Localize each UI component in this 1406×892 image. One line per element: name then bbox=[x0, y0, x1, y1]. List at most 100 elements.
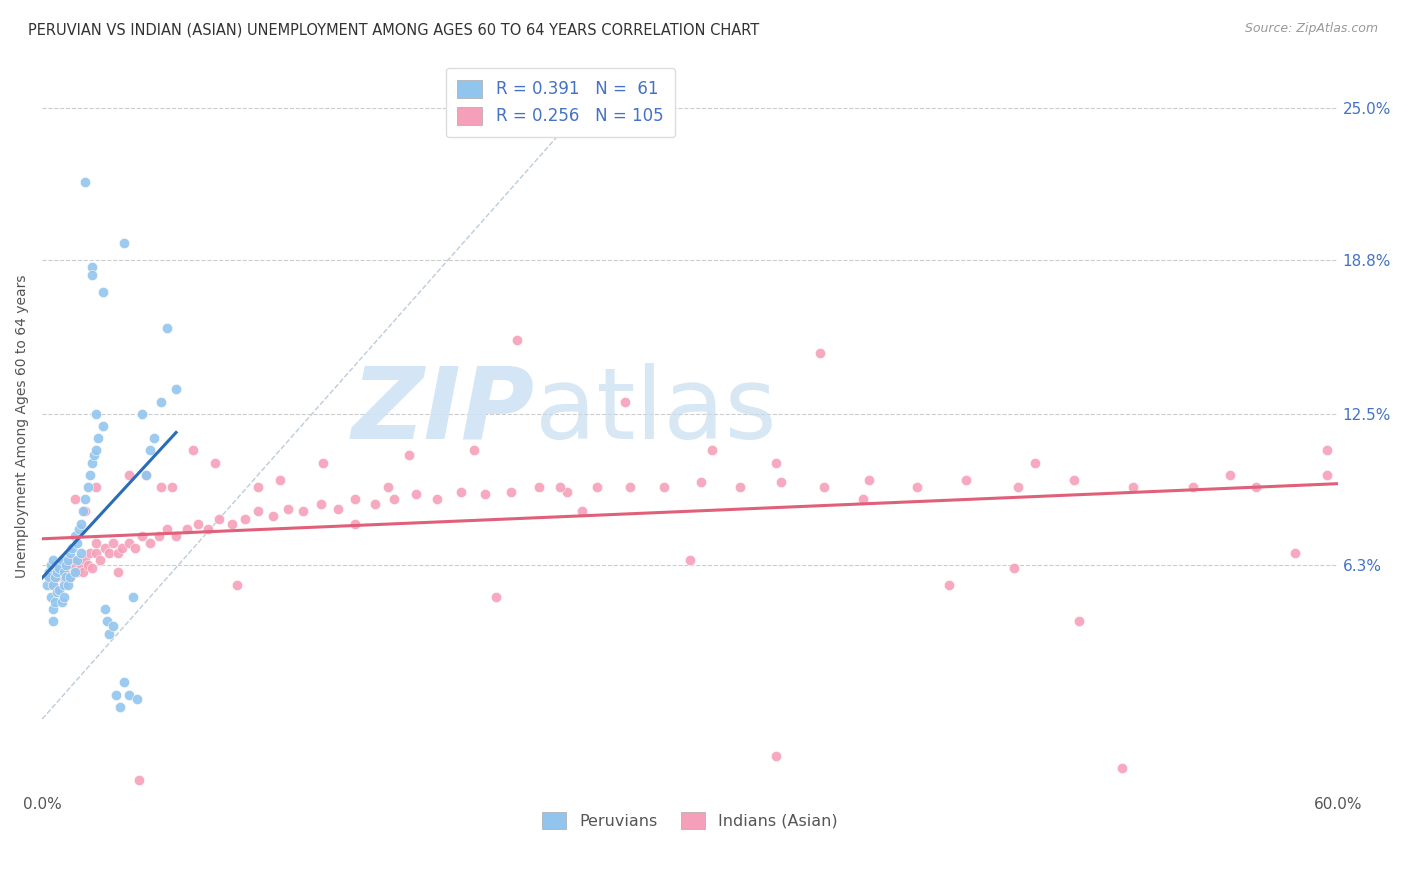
Point bbox=[70, 546, 93, 560]
Point bbox=[70, 516, 93, 531]
Point bbox=[176, 522, 198, 536]
Point bbox=[117, 688, 139, 702]
Point bbox=[312, 456, 335, 470]
Point bbox=[1284, 546, 1306, 560]
Point bbox=[44, 560, 66, 574]
Point bbox=[586, 480, 609, 494]
Point bbox=[94, 541, 117, 555]
Point bbox=[117, 536, 139, 550]
Point bbox=[858, 473, 880, 487]
Point bbox=[426, 492, 449, 507]
Point bbox=[46, 566, 69, 580]
Point bbox=[59, 546, 82, 560]
Point bbox=[35, 578, 58, 592]
Point bbox=[149, 480, 172, 494]
Point bbox=[55, 566, 77, 580]
Point bbox=[652, 480, 675, 494]
Point bbox=[42, 578, 65, 592]
Point bbox=[52, 578, 75, 592]
Point bbox=[62, 553, 84, 567]
Point bbox=[42, 602, 65, 616]
Point bbox=[52, 570, 75, 584]
Point bbox=[614, 394, 637, 409]
Point bbox=[80, 456, 103, 470]
Point bbox=[51, 553, 73, 567]
Point bbox=[51, 558, 73, 573]
Point bbox=[75, 175, 97, 189]
Point bbox=[84, 443, 107, 458]
Point bbox=[344, 492, 367, 507]
Point bbox=[463, 443, 485, 458]
Point bbox=[108, 699, 131, 714]
Point bbox=[80, 260, 103, 275]
Point bbox=[91, 419, 114, 434]
Point bbox=[42, 553, 65, 567]
Point bbox=[221, 516, 243, 531]
Point bbox=[84, 546, 107, 560]
Point bbox=[765, 748, 787, 763]
Point bbox=[39, 558, 62, 573]
Point bbox=[66, 553, 89, 567]
Point bbox=[208, 512, 231, 526]
Point bbox=[38, 570, 60, 584]
Point bbox=[204, 456, 226, 470]
Point bbox=[382, 492, 405, 507]
Point bbox=[79, 467, 101, 482]
Point bbox=[555, 484, 578, 499]
Point bbox=[247, 480, 270, 494]
Point bbox=[165, 382, 187, 396]
Point bbox=[76, 480, 98, 494]
Point bbox=[91, 285, 114, 299]
Point bbox=[80, 560, 103, 574]
Point bbox=[44, 595, 66, 609]
Point bbox=[96, 615, 118, 629]
Point bbox=[128, 773, 150, 788]
Point bbox=[80, 268, 103, 282]
Point bbox=[59, 570, 82, 584]
Point bbox=[938, 578, 960, 592]
Point bbox=[139, 443, 162, 458]
Point bbox=[111, 541, 134, 555]
Point bbox=[135, 467, 157, 482]
Legend: Peruvians, Indians (Asian): Peruvians, Indians (Asian) bbox=[536, 805, 844, 836]
Point bbox=[124, 541, 146, 555]
Point bbox=[679, 553, 702, 567]
Point bbox=[67, 553, 90, 567]
Point bbox=[1182, 480, 1205, 494]
Point bbox=[72, 566, 94, 580]
Point bbox=[813, 480, 835, 494]
Point bbox=[48, 566, 70, 580]
Point bbox=[550, 480, 572, 494]
Point bbox=[344, 516, 367, 531]
Point bbox=[52, 553, 75, 567]
Point bbox=[84, 480, 107, 494]
Point bbox=[160, 480, 183, 494]
Point bbox=[1024, 456, 1046, 470]
Point bbox=[98, 626, 121, 640]
Point bbox=[66, 566, 89, 580]
Point bbox=[48, 560, 70, 574]
Point bbox=[571, 504, 593, 518]
Point bbox=[75, 553, 97, 567]
Text: PERUVIAN VS INDIAN (ASIAN) UNEMPLOYMENT AMONG AGES 60 TO 64 YEARS CORRELATION CH: PERUVIAN VS INDIAN (ASIAN) UNEMPLOYMENT … bbox=[28, 22, 759, 37]
Point bbox=[117, 467, 139, 482]
Point bbox=[51, 595, 73, 609]
Point bbox=[38, 570, 60, 584]
Point bbox=[398, 448, 420, 462]
Point bbox=[149, 394, 172, 409]
Text: atlas: atlas bbox=[534, 363, 776, 459]
Point bbox=[52, 566, 75, 580]
Point bbox=[852, 492, 875, 507]
Point bbox=[79, 546, 101, 560]
Point bbox=[46, 570, 69, 584]
Point bbox=[1316, 443, 1339, 458]
Point bbox=[187, 516, 209, 531]
Point bbox=[112, 235, 135, 250]
Point bbox=[39, 590, 62, 604]
Point bbox=[808, 345, 831, 359]
Point bbox=[75, 504, 97, 518]
Point bbox=[474, 487, 496, 501]
Point bbox=[156, 522, 179, 536]
Point bbox=[700, 443, 723, 458]
Point bbox=[52, 590, 75, 604]
